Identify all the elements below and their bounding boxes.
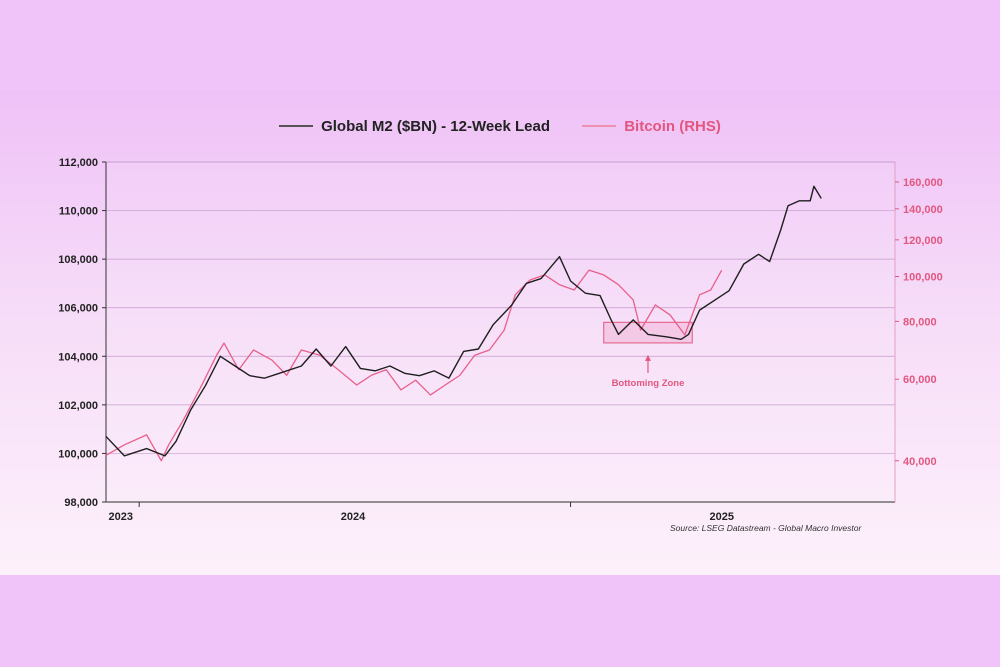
left-tick-label: 110,000 [59,206,98,218]
chart-panel [0,90,1000,575]
annotation-arrowhead-icon [644,354,651,361]
legend: Global M2 ($BN) - 12-Week Lead Bitcoin (… [0,114,1000,135]
left-tick-label: 102,000 [58,400,98,412]
series-line-global-m2 [105,185,822,457]
left-tick-label: 104,000 [58,351,98,363]
legend-swatch-m2 [279,125,314,127]
left-tick-label: 98,000 [64,497,98,509]
right-tick-label: 120,000 [903,235,943,247]
left-tick-label: 112,000 [59,157,98,169]
series-line-bitcoin [105,269,723,462]
right-tick-label: 160,000 [903,177,943,189]
x-tick-label: 2023 [109,511,133,523]
left-tick-label: 100,000 [58,448,98,460]
right-tick-label: 140,000 [903,204,943,216]
legend-swatch-bitcoin [582,125,617,127]
right-tick-label: 100,000 [903,272,943,284]
x-tick-label: 2024 [341,511,366,523]
annotation-label: Bottoming Zone [612,378,685,389]
right-tick-label: 80,000 [903,316,937,328]
legend-item-bitcoin: Bitcoin (RHS) [582,118,721,135]
x-tick-label: 2025 [709,511,733,523]
left-tick-label: 108,000 [58,254,98,266]
source-note: Source: LSEG Datastream - Global Macro I… [670,523,862,533]
plot-area [105,161,896,503]
left-tick-label: 106,000 [58,303,98,315]
legend-label-m2: Global M2 ($BN) - 12-Week Lead [321,117,551,135]
legend-item-m2: Global M2 ($BN) - 12-Week Lead [279,118,550,135]
legend-label-bitcoin: Bitcoin (RHS) [624,117,721,135]
right-tick-label: 60,000 [903,374,937,386]
right-tick-label: 40,000 [903,456,937,468]
